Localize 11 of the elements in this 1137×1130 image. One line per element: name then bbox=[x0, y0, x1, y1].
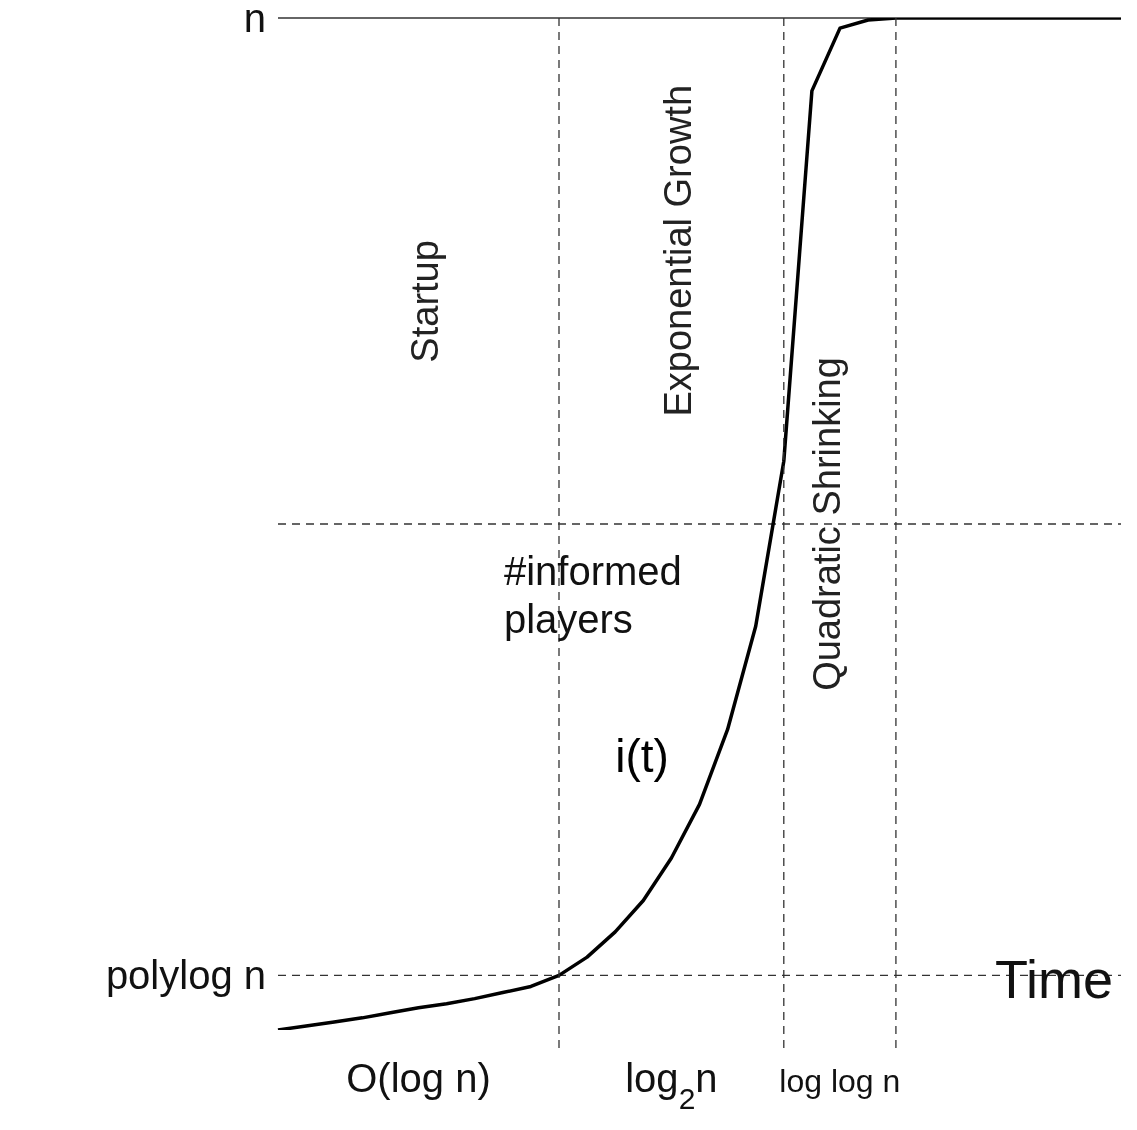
annotation: Startup bbox=[404, 240, 447, 363]
text: log log n bbox=[779, 1063, 901, 1099]
text: log$_{2}$n bbox=[625, 1056, 718, 1115]
series-label: i(t) bbox=[615, 729, 669, 782]
ref-line-label: n bbox=[243, 0, 266, 40]
y-axis-title: #informed players bbox=[503, 548, 682, 641]
annotation: Exponential Growth bbox=[657, 84, 700, 417]
x-axis-title: Time bbox=[995, 949, 1113, 1009]
text: O(log n) bbox=[346, 1056, 491, 1100]
ref-line-label: polylog n bbox=[105, 953, 266, 998]
annotation: Quadratic Shrinking bbox=[806, 357, 849, 691]
